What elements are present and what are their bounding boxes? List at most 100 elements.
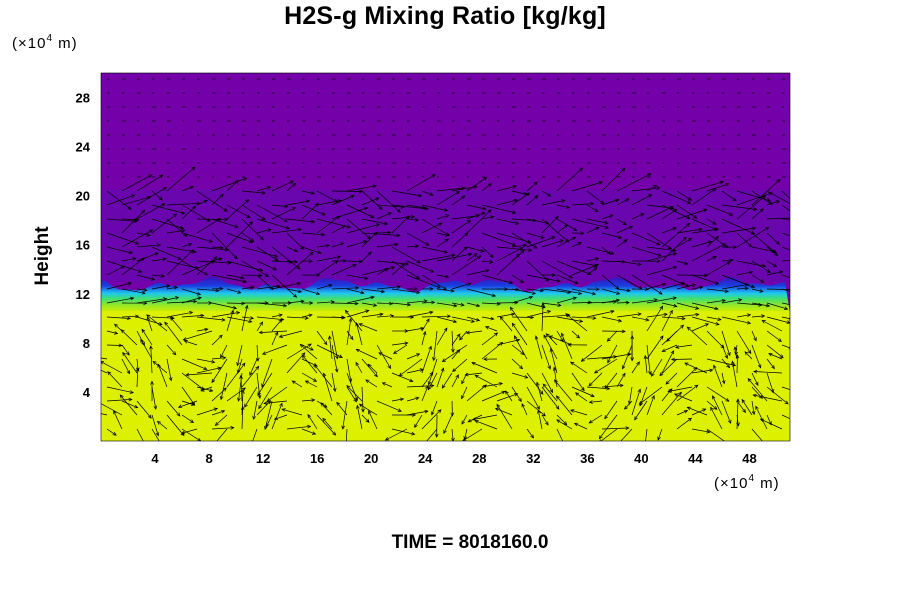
wind-vector — [601, 214, 613, 220]
wind-vector-head — [651, 395, 655, 400]
wind-vector-head — [573, 227, 578, 231]
wind-vector-head — [744, 283, 750, 287]
wind-vector — [541, 200, 565, 206]
wind-vector-head — [753, 369, 758, 374]
wind-vector-head — [554, 215, 559, 220]
wind-vector — [136, 244, 161, 248]
wind-vector — [676, 284, 696, 290]
wind-vector — [639, 386, 663, 405]
wind-vector — [442, 344, 468, 362]
wind-vector — [257, 372, 273, 396]
wind-vector-head — [640, 213, 645, 217]
wind-vector — [428, 358, 438, 385]
wind-vector — [706, 218, 717, 225]
wind-vector-head — [259, 321, 264, 326]
wind-vector — [496, 247, 523, 262]
wind-vector-head — [811, 284, 815, 287]
wind-vector-head — [335, 355, 339, 360]
wind-vector-head — [551, 273, 557, 277]
wind-vector-head — [618, 235, 623, 239]
wind-vector — [140, 339, 153, 360]
wind-vector — [391, 342, 408, 346]
wind-vector — [121, 344, 130, 356]
time-label: TIME = 8018160.0 — [391, 532, 549, 553]
wind-vector-head — [565, 313, 570, 317]
wind-vector-head — [355, 286, 360, 290]
wind-vector — [361, 288, 385, 293]
wind-vector — [676, 204, 697, 219]
wind-vector-head — [465, 330, 471, 335]
wind-vector — [481, 183, 492, 192]
wind-vector-head — [713, 406, 718, 410]
wind-vector — [376, 260, 409, 265]
wind-vector — [541, 260, 573, 279]
wind-vector-head — [266, 186, 272, 190]
wind-vector — [721, 344, 728, 359]
wind-vector — [181, 297, 202, 304]
wind-vector — [361, 190, 383, 210]
wind-vector-head — [429, 371, 434, 376]
wind-vector-head — [547, 365, 551, 370]
wind-vector-head — [346, 385, 351, 390]
wind-vector-head — [344, 449, 347, 452]
wind-vector — [406, 174, 436, 192]
wind-vector-head — [321, 211, 326, 216]
wind-vector — [766, 288, 790, 290]
wind-vector-head — [637, 262, 642, 267]
wind-vector — [331, 302, 359, 304]
wind-vector — [571, 288, 596, 295]
wind-vector-head — [757, 364, 762, 369]
wind-vector-head — [514, 393, 519, 397]
wind-vector-head — [461, 380, 465, 385]
wind-vector — [151, 386, 157, 410]
wind-vector-head — [627, 352, 632, 357]
wind-vector — [721, 204, 757, 210]
wind-vector — [256, 400, 271, 416]
wind-vector — [391, 398, 404, 402]
wind-vector — [691, 218, 718, 231]
wind-vector — [511, 244, 527, 248]
wind-vector-head — [615, 298, 621, 303]
wind-vector-head — [164, 321, 169, 326]
wind-vector-head — [349, 336, 354, 341]
wind-vector — [244, 386, 258, 408]
wind-vector — [151, 258, 167, 262]
wind-vector — [676, 313, 699, 318]
wind-vector — [376, 302, 393, 305]
wind-vector — [721, 299, 742, 304]
wind-vector — [316, 284, 332, 290]
wind-vector — [114, 323, 123, 332]
wind-vector-head — [311, 431, 317, 435]
wind-vector-head — [204, 327, 209, 332]
wind-vector-head — [598, 181, 603, 185]
wind-vector-head — [281, 408, 286, 412]
wind-vector-head — [181, 210, 186, 215]
wind-vector — [781, 316, 790, 320]
wind-vector — [751, 190, 773, 205]
wind-vector-head — [443, 429, 447, 435]
wind-vector-head — [710, 406, 714, 411]
wind-vector-head — [259, 268, 264, 272]
wind-vector-head — [261, 383, 265, 388]
wind-vector-head — [120, 329, 125, 334]
wind-vector-head — [625, 198, 630, 202]
wind-vector — [721, 372, 725, 384]
wind-vector — [414, 414, 423, 428]
wind-vector — [706, 204, 733, 216]
wind-vector — [781, 274, 790, 279]
wind-vector-head — [309, 301, 314, 305]
wind-vector-head — [704, 323, 710, 327]
wind-vector — [286, 232, 304, 250]
wind-vector — [240, 375, 243, 402]
wind-vector-head — [368, 410, 372, 415]
wind-vector-head — [732, 245, 738, 250]
wind-vector — [781, 246, 790, 251]
wind-vector-head — [483, 176, 488, 181]
wind-vector-head — [444, 238, 449, 243]
wind-vector — [661, 209, 677, 220]
wind-vector-head — [498, 382, 504, 386]
wind-vector — [406, 218, 419, 221]
wind-vector — [166, 229, 185, 234]
wind-vector-head — [399, 397, 405, 402]
plot-field — [101, 73, 815, 452]
